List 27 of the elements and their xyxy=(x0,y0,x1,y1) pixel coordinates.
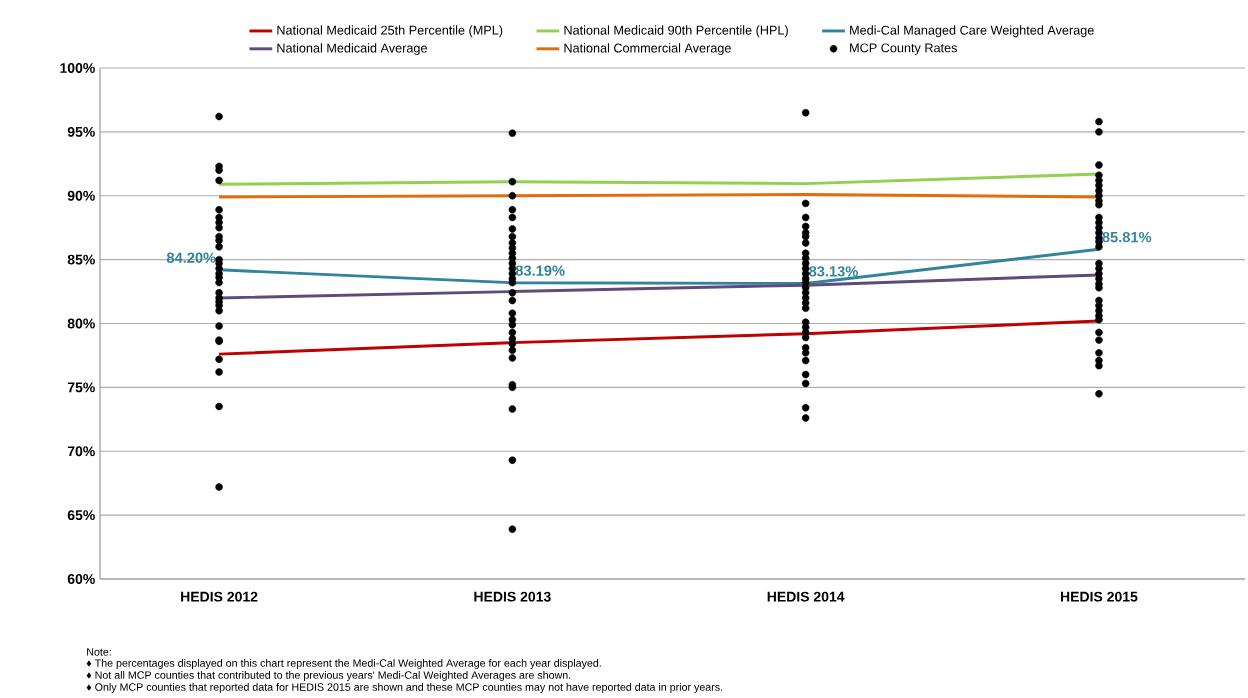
y-tick-label: 100% xyxy=(60,63,95,73)
x-tick-label: HEDIS 2014 xyxy=(767,591,845,602)
y-tick-label: 65% xyxy=(67,510,95,521)
text: ♦ The percentages displayed on this chart represent the Medi-Cal Weighted Average for each year displayed. xyxy=(86,659,601,669)
y-tick-label: 75% xyxy=(67,382,95,393)
x-tick-label: HEDIS 2012 xyxy=(181,591,258,602)
y-tick-label: 70% xyxy=(67,446,95,457)
y-tick-label: 90% xyxy=(67,190,95,201)
y-tick-label: 85% xyxy=(67,254,95,265)
legend-label: National Medicaid Average xyxy=(277,43,427,56)
legend-label: National Medicaid 25th Percentile (MPL) xyxy=(277,25,503,38)
text: Note: xyxy=(87,648,111,656)
legend-label: Medi-Cal Managed Care Weighted Average xyxy=(850,25,1094,38)
data-label: 83.13% xyxy=(809,266,858,277)
data-label: 85.81% xyxy=(1102,231,1152,243)
data-label: 83.19% xyxy=(515,265,565,276)
data-label: 84.20% xyxy=(166,252,216,263)
text: ♦ Not all MCP counties that contributed to the previous years' Medi-Cal Weighted Averages are shown. xyxy=(86,671,571,681)
text: ♦ Only MCP counties that reported data for HEDIS 2015 are shown and these MCP counties may not have reported data in prior years. xyxy=(86,683,723,693)
legend-label: National Medicaid 90th Percentile (HPL) xyxy=(564,25,788,38)
x-tick-label: HEDIS 2015 xyxy=(1060,591,1138,602)
legend-label: MCP County Rates xyxy=(850,43,958,55)
legend-label: National Commercial Average xyxy=(564,43,731,56)
y-tick-label: 80% xyxy=(67,318,95,329)
y-tick-label: 95% xyxy=(67,126,95,137)
x-tick-label: HEDIS 2013 xyxy=(474,591,551,602)
y-tick-label: 60% xyxy=(67,574,95,584)
